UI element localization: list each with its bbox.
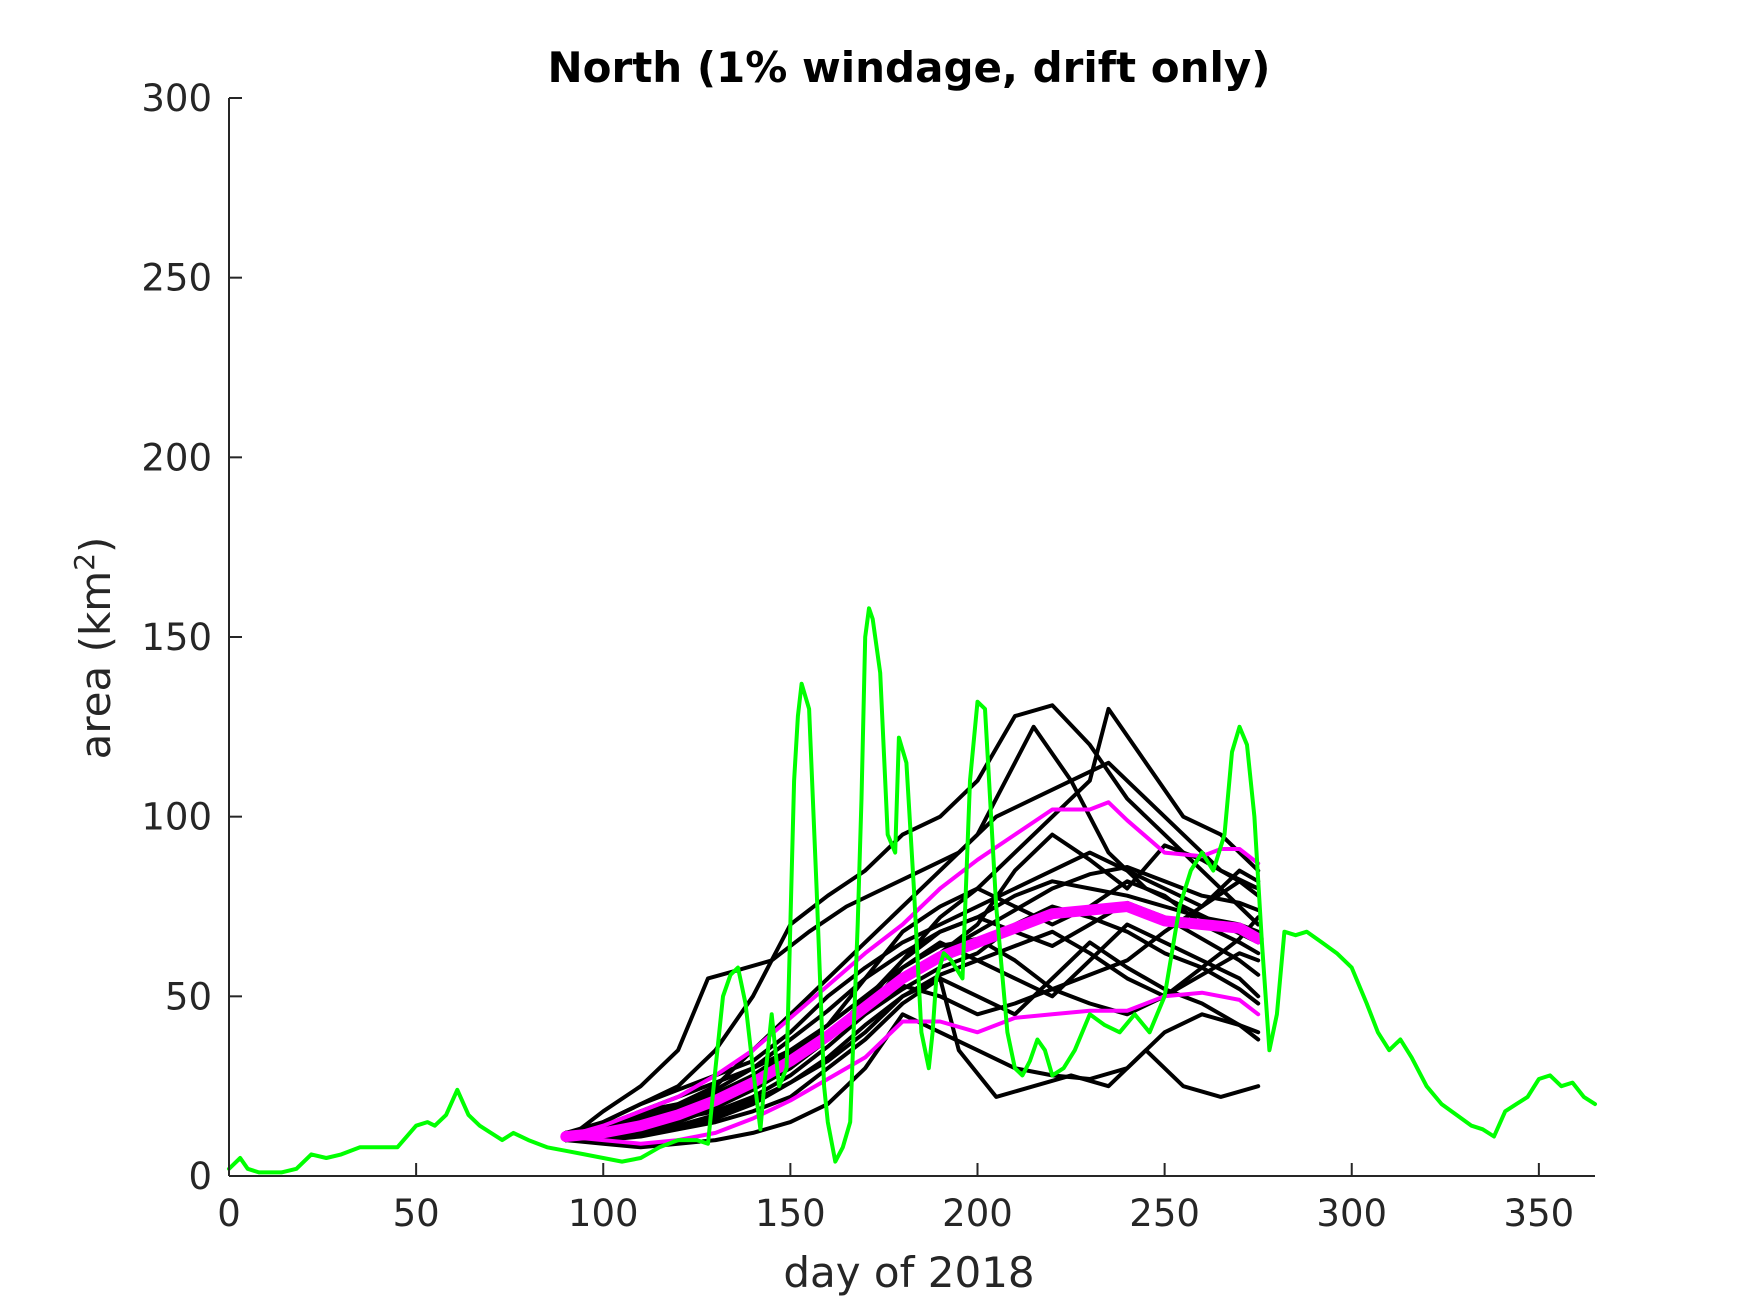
ensemble-line-11 — [563, 879, 1261, 1135]
series-layer — [227, 606, 1597, 1175]
ensemble-line-8 — [563, 850, 1261, 1135]
median-line — [560, 901, 1264, 1142]
upper-bound-line — [563, 800, 1261, 1139]
chart-title: North (1% windage, drift only) — [548, 43, 1271, 92]
y-axis-label: area (km2) — [68, 537, 121, 760]
y-tick-label: 300 — [141, 77, 212, 120]
axes: 0 50 100 150 200 250 300 350 0 50 100 150 200 250 300 — [141, 77, 1595, 1235]
y-tick-label: 0 — [188, 1155, 212, 1198]
x-axis-label: day of 2018 — [783, 1248, 1034, 1297]
x-tick-label: 0 — [217, 1192, 241, 1235]
ensemble-line-1 — [563, 760, 1261, 1143]
x-tick-label: 150 — [755, 1192, 826, 1235]
x-tick-label: 100 — [568, 1192, 639, 1235]
ensemble-line-2 — [563, 703, 1261, 1143]
observed-line — [227, 606, 1597, 1175]
ensemble-line-16 — [563, 868, 1261, 1139]
x-tick-label: 350 — [1504, 1192, 1575, 1235]
y-axis-label-close: ) — [71, 537, 120, 553]
y-tick-label: 100 — [141, 796, 212, 839]
y-axis-label-superscript: 2 — [68, 553, 101, 571]
y-tick-label: 150 — [141, 616, 212, 659]
x-tick-label: 200 — [942, 1192, 1013, 1235]
y-tick-label: 250 — [141, 257, 212, 300]
y-tick-label: 200 — [141, 436, 212, 479]
x-tick-label: 250 — [1129, 1192, 1200, 1235]
ensemble-line-12 — [563, 929, 1261, 1143]
y-tick-label: 50 — [165, 975, 212, 1018]
x-tick-label: 300 — [1316, 1192, 1387, 1235]
y-axis-label-main: area (km — [71, 571, 120, 760]
x-tick-label: 50 — [393, 1192, 440, 1235]
ensemble-line-3 — [563, 724, 1261, 1135]
